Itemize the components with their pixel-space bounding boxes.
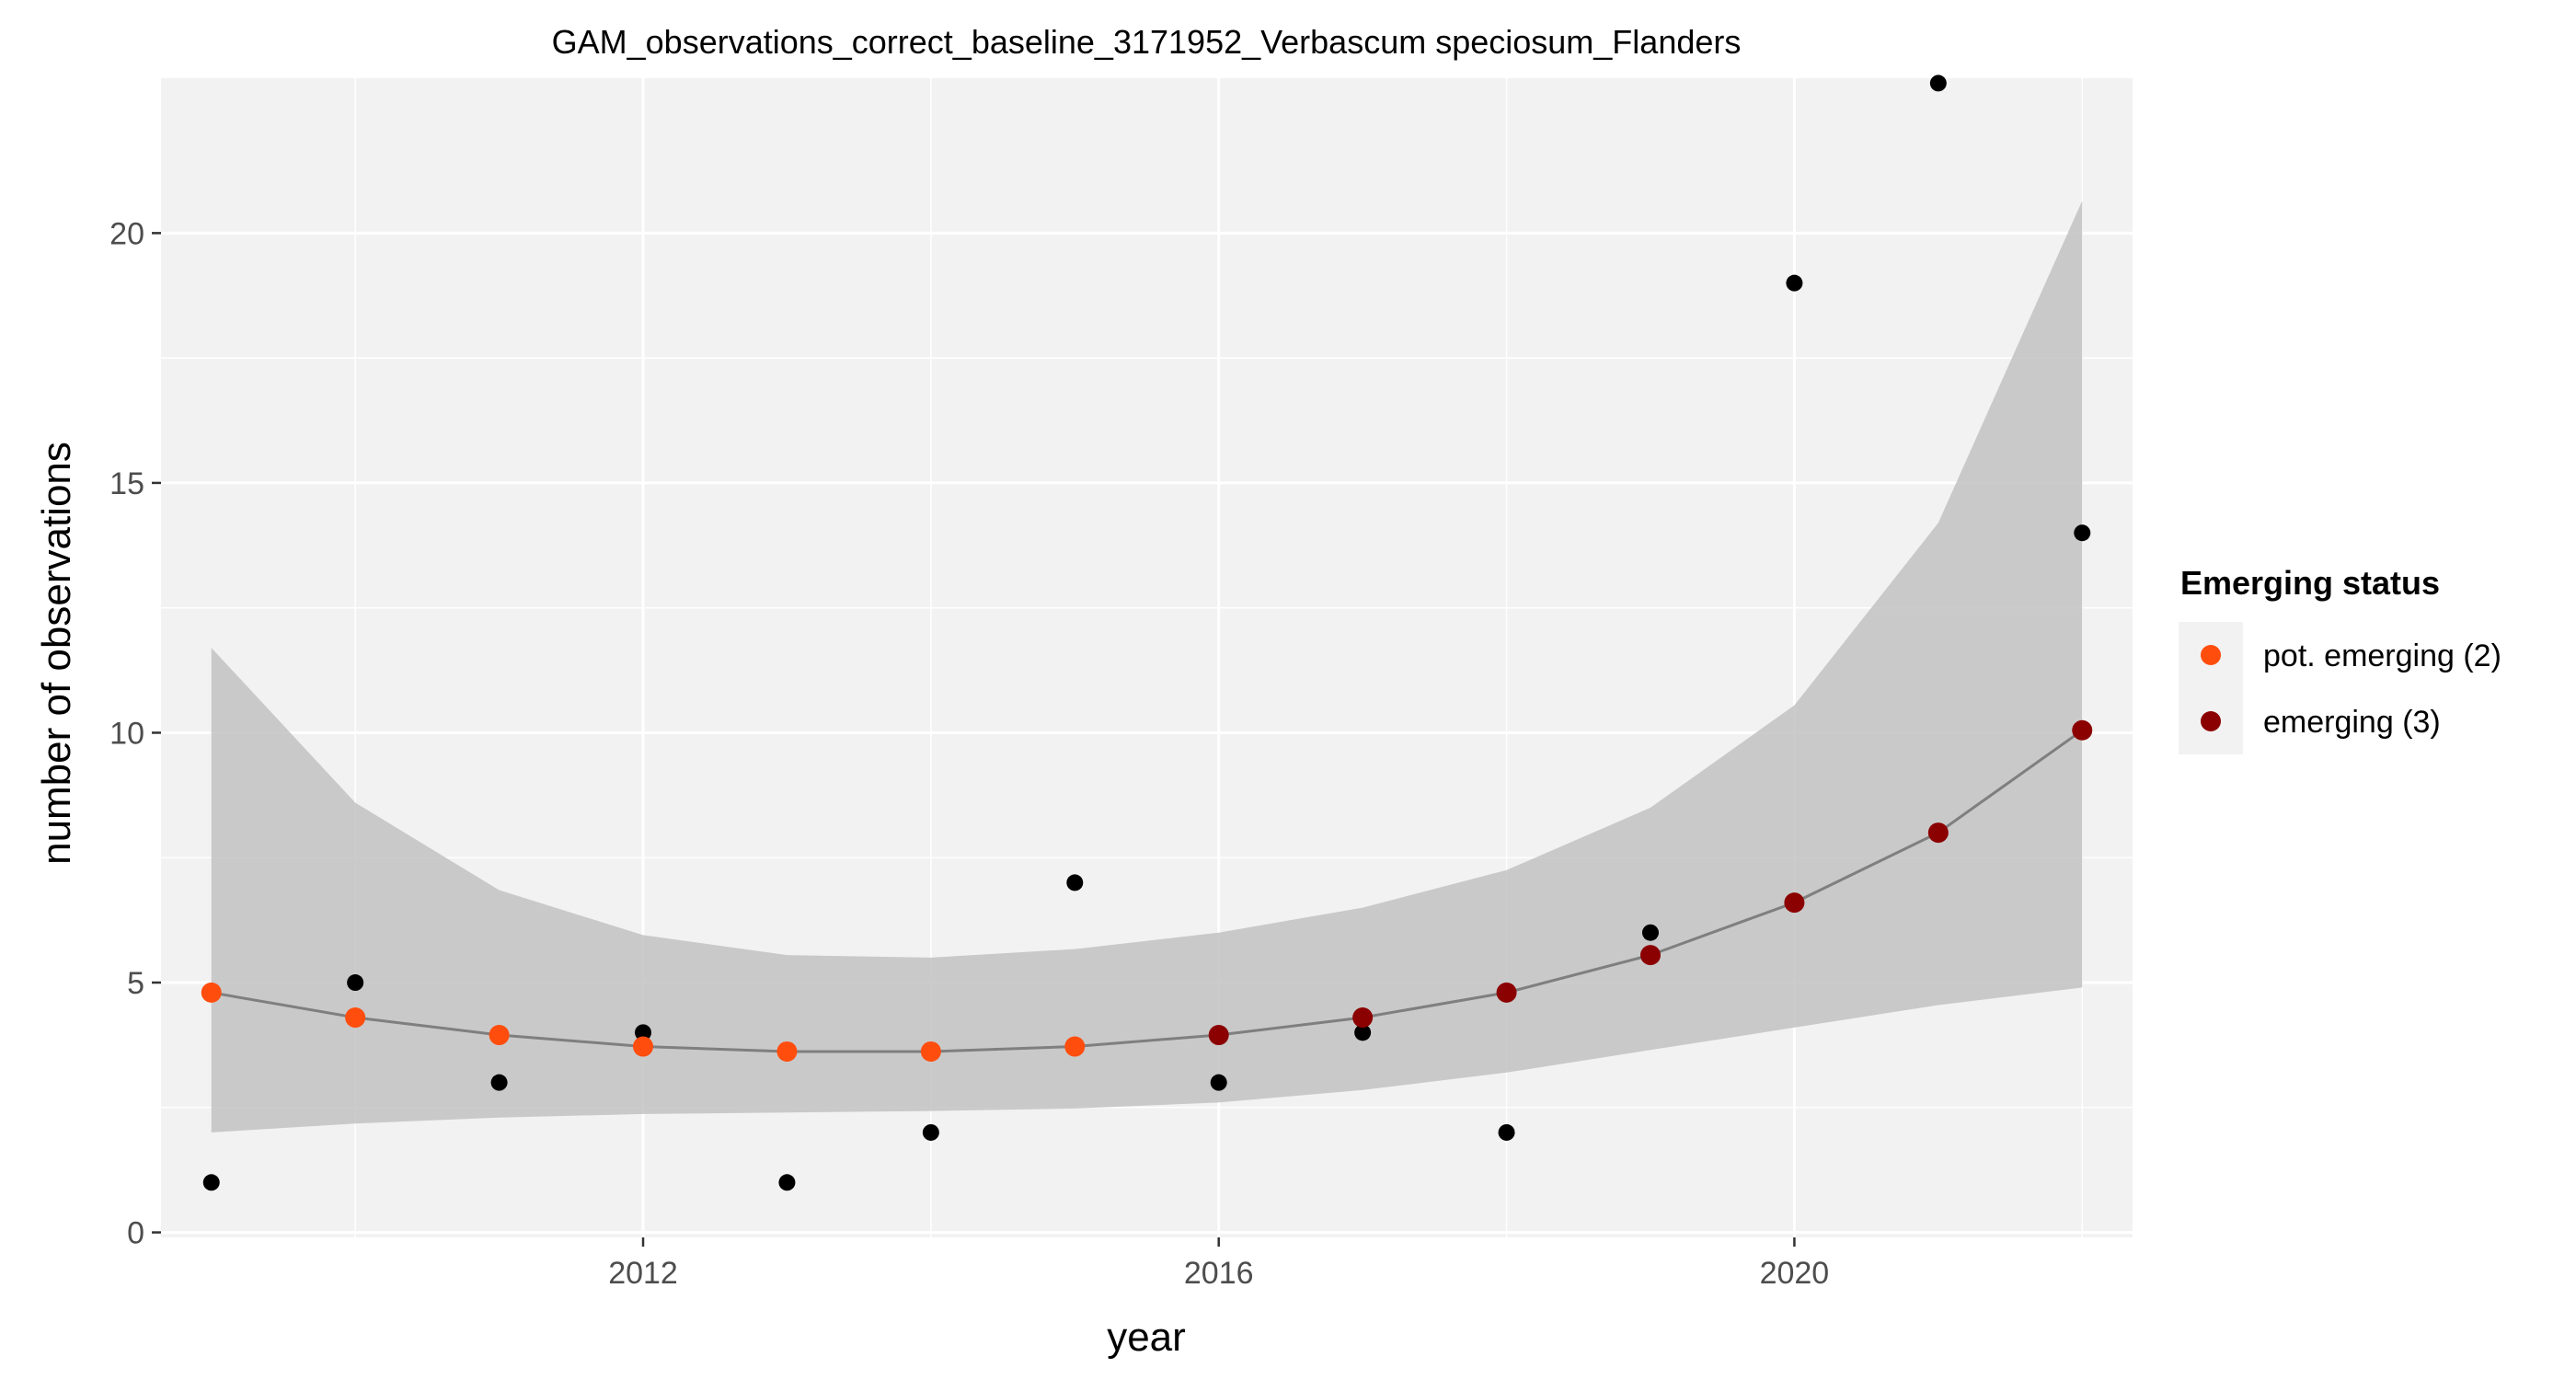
fit-point <box>633 1036 654 1057</box>
fit-point <box>201 982 222 1003</box>
fit-point <box>776 1041 798 1062</box>
fit-point <box>1352 1007 1374 1029</box>
y-tick-label: 15 <box>109 466 144 501</box>
y-tick-label: 0 <box>127 1216 144 1251</box>
fit-point <box>1208 1025 1229 1046</box>
observation-point <box>2074 524 2091 542</box>
fit-point <box>2072 719 2093 741</box>
fit-line <box>211 729 2084 1053</box>
legend-label: emerging (3) <box>2263 705 2441 740</box>
observation-point <box>1786 274 1803 292</box>
legend-key-dot <box>2201 711 2221 731</box>
observation-point <box>347 974 364 992</box>
fit-point <box>489 1025 510 1046</box>
y-tick-label: 10 <box>109 716 144 751</box>
confidence-band <box>211 201 2083 1133</box>
fit-point <box>1927 822 1949 844</box>
x-tick-label: 2016 <box>1184 1256 1254 1291</box>
legend-title: Emerging status <box>2180 564 2440 602</box>
fit-point <box>920 1041 941 1062</box>
y-tick-label: 20 <box>109 216 144 251</box>
fit-point <box>1064 1036 1086 1057</box>
x-tick-label: 2012 <box>608 1256 678 1291</box>
x-axis-title: year <box>1107 1315 1186 1360</box>
observation-point <box>778 1174 796 1191</box>
legend-label: pot. emerging (2) <box>2263 638 2501 673</box>
fit-point <box>1639 945 1661 966</box>
fit-point <box>1784 892 1805 914</box>
chart-title: GAM_observations_correct_baseline_317195… <box>552 23 1742 61</box>
x-tick-label: 2020 <box>1760 1256 1830 1291</box>
y-tick-label: 5 <box>127 966 144 1001</box>
observation-point <box>1354 1024 1372 1041</box>
y-axis-title: number of observations <box>34 442 79 865</box>
axes: 0 5 10 15 20 2012 2016 2020 <box>109 216 1829 1291</box>
observation-point <box>1210 1074 1227 1091</box>
fit-point <box>345 1007 366 1029</box>
observation-point <box>1929 75 1947 92</box>
observation-point <box>1498 1123 1515 1141</box>
legend: Emerging status pot. emerging (2) emergin… <box>2179 564 2501 754</box>
observation-point <box>1641 924 1659 941</box>
data-marks <box>201 75 2093 1191</box>
observation-point <box>1066 874 1084 891</box>
observation-point <box>922 1123 939 1141</box>
observation-point <box>202 1174 220 1191</box>
observation-point <box>490 1074 508 1091</box>
observation-point <box>635 1024 652 1041</box>
fit-point <box>1496 982 1517 1003</box>
legend-key-dot <box>2201 645 2221 665</box>
